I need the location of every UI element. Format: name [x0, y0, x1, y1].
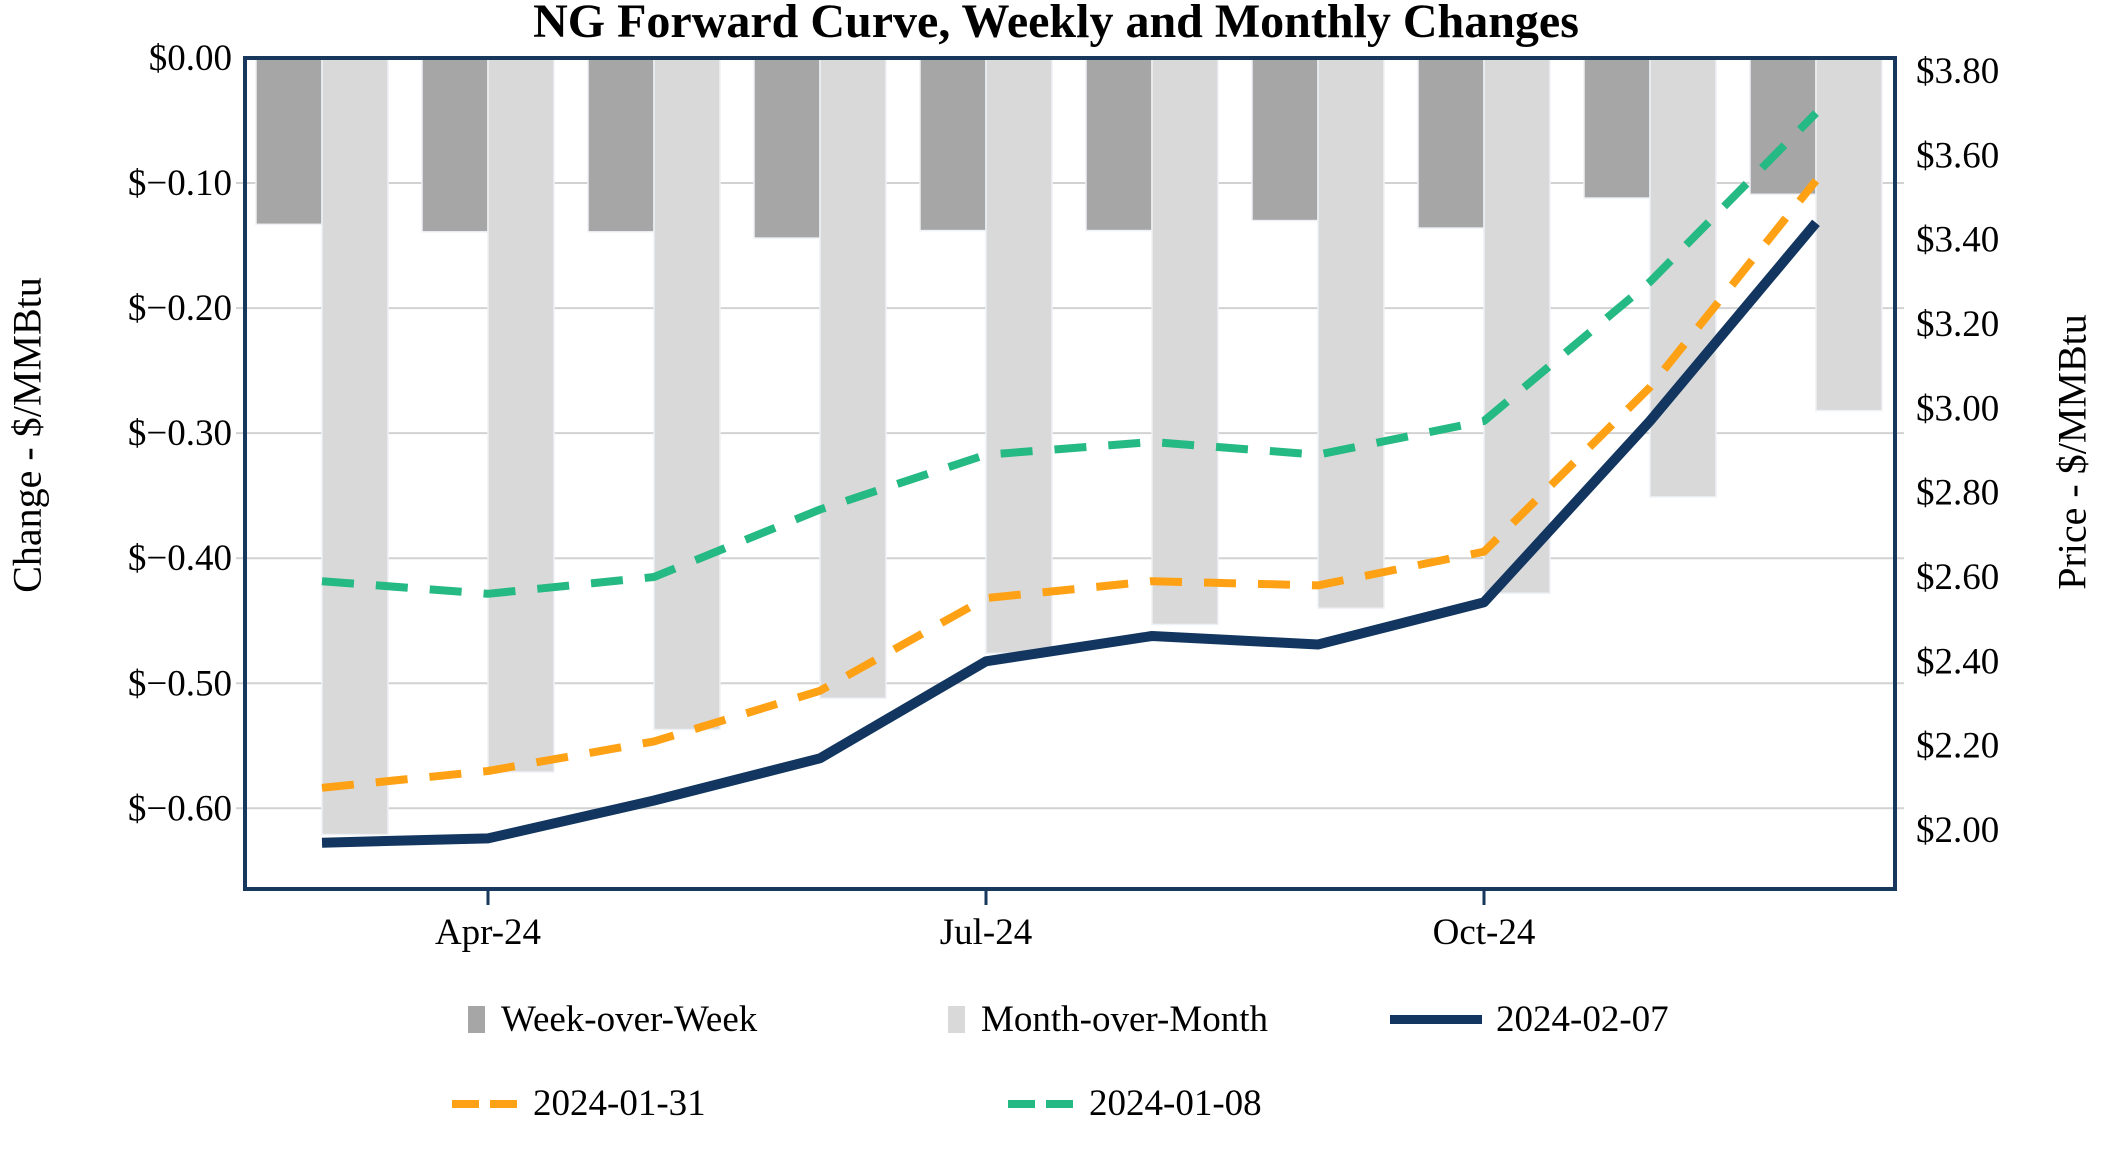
green-dash-swatch — [1008, 1099, 1073, 1108]
bar-month-over-month-Jun-24 — [819, 57, 887, 700]
bar-week-over-week-Oct-24 — [1417, 57, 1485, 229]
right-axis-title: Price - $/MMBtu — [2049, 314, 2095, 590]
legend-label: Week-over-Week — [501, 999, 758, 1040]
left-axis-tick-label: $−0.60 — [128, 788, 232, 829]
bar-month-over-month-Sep-24 — [1317, 57, 1385, 609]
month-over-month-swatch — [948, 1006, 965, 1033]
left-axis-tick-label: $−0.40 — [128, 538, 232, 579]
right-axis-tick-label: $2.60 — [1916, 557, 1999, 598]
right-axis-tick-label: $3.80 — [1916, 51, 1999, 92]
bar-week-over-week-Jul-24 — [919, 57, 987, 232]
bar-week-over-week-Jun-24 — [753, 57, 821, 239]
bar-month-over-month-May-24 — [653, 57, 721, 731]
bar-month-over-month-Dec-24 — [1815, 57, 1883, 412]
right-axis-tick-label: $3.40 — [1916, 220, 1999, 261]
bar-week-over-week-Aug-24 — [1085, 57, 1153, 232]
left-axis-tick-label: $−0.50 — [128, 663, 232, 704]
right-axis-tick-label: $3.00 — [1916, 388, 1999, 429]
bar-month-over-month-Aug-24 — [1151, 57, 1219, 626]
bar-month-over-month-Mar-24 — [321, 57, 389, 836]
legend-item-2024-02-07: 2024-02-07 — [1390, 998, 1669, 1041]
left-axis-tick-label: $−0.30 — [128, 413, 232, 454]
legend-item-2024-01-31: 2024-01-31 — [452, 1082, 706, 1125]
x-axis-tick-label: Apr-24 — [435, 912, 541, 953]
legend-label: Month-over-Month — [981, 999, 1269, 1040]
line-2024-02-07 — [321, 219, 1820, 848]
right-axis-tick-label: $3.60 — [1916, 135, 1999, 176]
x-axis-tick-label: Oct-24 — [1433, 912, 1536, 953]
legend-label: 2024-01-08 — [1089, 1083, 1262, 1124]
left-axis-tick-label: $0.00 — [149, 38, 232, 79]
legend-item-month-over-month: Month-over-Month — [948, 998, 1268, 1041]
bar-month-over-month-Jul-24 — [985, 57, 1053, 654]
bar-month-over-month-Oct-24 — [1483, 57, 1551, 594]
bar-week-over-week-Apr-24 — [421, 57, 489, 233]
right-axis-tick-label: $2.20 — [1916, 726, 1999, 767]
bar-month-over-month-Nov-24 — [1649, 57, 1717, 498]
legend-label: 2024-02-07 — [1496, 999, 1669, 1040]
legend-label: 2024-01-31 — [533, 1083, 706, 1124]
right-axis-tick-label: $3.20 — [1916, 304, 1999, 345]
solid-line-swatch — [1390, 1015, 1482, 1024]
plot-border — [243, 56, 1897, 891]
bar-week-over-week-Sep-24 — [1251, 57, 1319, 222]
x-axis-tick-label: Jul-24 — [940, 912, 1033, 953]
bar-week-over-week-Nov-24 — [1583, 57, 1651, 199]
right-axis-tick-label: $2.80 — [1916, 473, 1999, 514]
left-axis-title: Change - $/MMBtu — [4, 277, 50, 593]
left-axis-tick-label: $−0.20 — [128, 288, 232, 329]
right-axis-tick-label: $2.00 — [1916, 810, 1999, 851]
legend-item-2024-01-08: 2024-01-08 — [1008, 1082, 1262, 1125]
right-axis-tick-label: $2.40 — [1916, 641, 1999, 682]
bar-month-over-month-Apr-24 — [487, 57, 555, 773]
chart-title: NG Forward Curve, Weekly and Monthly Cha… — [533, 0, 1579, 48]
legend-item-week-over-week: Week-over-Week — [468, 998, 757, 1041]
left-axis-tick-label: $−0.10 — [128, 163, 232, 204]
orange-dash-swatch — [452, 1099, 517, 1108]
bar-week-over-week-May-24 — [587, 57, 655, 233]
bar-week-over-week-Mar-24 — [255, 57, 323, 226]
line-2024-01-08 — [321, 110, 1819, 598]
line-2024-01-31 — [321, 178, 1820, 792]
week-over-week-swatch — [468, 1006, 485, 1033]
